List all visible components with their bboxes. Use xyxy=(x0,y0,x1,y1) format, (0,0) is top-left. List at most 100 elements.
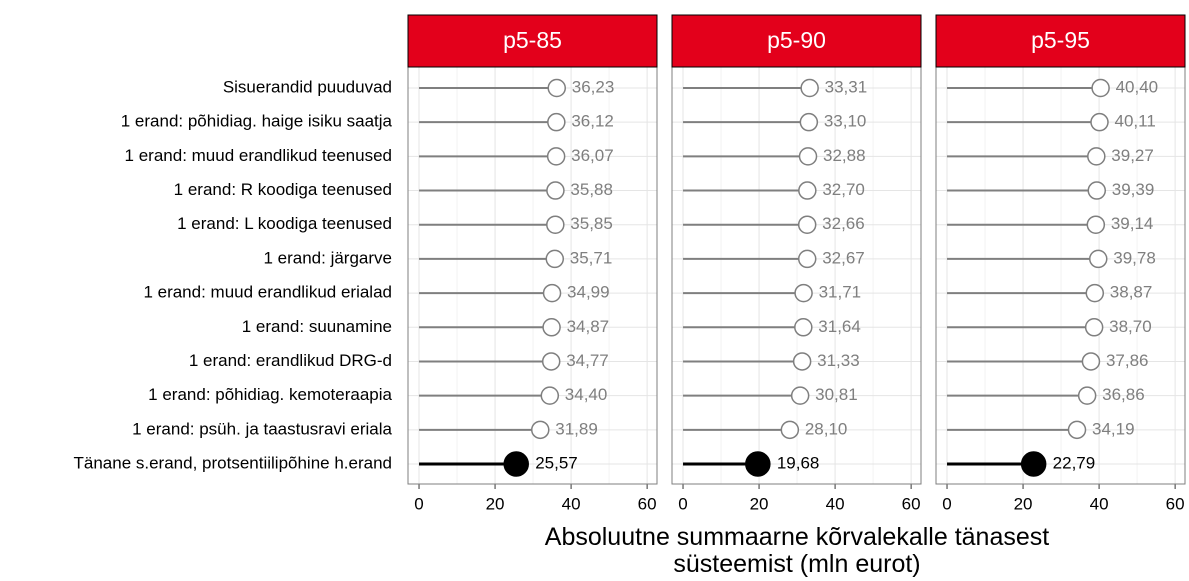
value-label: 32,88 xyxy=(823,146,866,165)
category-label: 1 erand: muud erandlikud teenused xyxy=(125,146,392,165)
lollipop-point xyxy=(1088,249,1108,269)
lollipop-point xyxy=(531,420,550,440)
category-label: 1 erand: suunamine xyxy=(242,317,392,336)
value-label: 31,64 xyxy=(818,317,861,336)
value-label: 33,31 xyxy=(825,77,868,96)
lollipop-point xyxy=(542,283,562,303)
category-label: 1 erand: põhidiag. haige isiku saatja xyxy=(121,112,393,131)
x-tick-label: 20 xyxy=(1014,494,1033,513)
value-label: 22,79 xyxy=(1053,453,1096,472)
x-tick-label: 60 xyxy=(902,494,921,513)
lollipop-point xyxy=(1081,352,1101,371)
lollipop-point xyxy=(1090,112,1109,132)
x-tick-label: 0 xyxy=(678,494,687,513)
value-label: 36,86 xyxy=(1102,385,1145,404)
lollipop-point xyxy=(745,451,771,477)
value-label: 38,70 xyxy=(1109,317,1152,336)
lollipop-point xyxy=(1091,78,1110,98)
lollipop-point xyxy=(1087,181,1107,200)
lollipop-point xyxy=(540,386,560,405)
value-label: 35,88 xyxy=(570,180,613,199)
lollipop-point xyxy=(794,318,813,337)
lollipop-point xyxy=(546,147,566,166)
lollipop-point xyxy=(1020,451,1047,477)
x-tick-label: 0 xyxy=(414,494,423,513)
value-label: 32,70 xyxy=(822,180,865,199)
value-label: 34,87 xyxy=(567,317,610,336)
category-label: 1 erand: muud erandlikud erialad xyxy=(143,283,392,302)
value-label: 33,10 xyxy=(824,112,867,131)
x-tick-label: 20 xyxy=(750,494,769,513)
x-tick-label: 0 xyxy=(942,494,951,513)
value-label: 35,71 xyxy=(570,248,613,267)
lollipop-point xyxy=(542,318,561,337)
x-tick-label: 40 xyxy=(826,494,845,513)
lollipop-point xyxy=(790,386,810,405)
category-label: 1 erand: psüh. ja taastusravi eriala xyxy=(132,419,392,438)
lollipop-point xyxy=(794,283,813,303)
lollipop-point xyxy=(545,249,565,269)
lollipop-point xyxy=(503,451,529,477)
value-label: 37,86 xyxy=(1106,351,1149,370)
lollipop-point xyxy=(1087,147,1106,166)
value-label: 38,87 xyxy=(1110,283,1153,302)
value-label: 34,40 xyxy=(565,385,608,404)
strip-title: p5-90 xyxy=(767,27,826,53)
category-label: Sisuerandid puuduvad xyxy=(223,77,392,96)
category-label: 1 erand: erandlikud DRG-d xyxy=(189,351,392,370)
lollipop-point xyxy=(780,420,800,440)
lollipop-point xyxy=(1077,386,1097,405)
value-label: 39,78 xyxy=(1113,248,1156,267)
lollipop-point xyxy=(1067,420,1087,440)
lollipop-point xyxy=(799,112,819,132)
strip xyxy=(671,14,922,68)
strip-title: p5-95 xyxy=(1031,27,1090,53)
value-label: 31,71 xyxy=(819,283,862,302)
lollipop-point xyxy=(797,215,817,234)
value-label: 31,89 xyxy=(555,419,598,438)
panel-background xyxy=(672,67,921,484)
value-label: 36,07 xyxy=(571,146,614,165)
category-label: 1 erand: R koodiga teenused xyxy=(174,180,392,199)
value-label: 40,40 xyxy=(1116,77,1159,96)
category-label: 1 erand: põhidiag. kemoteraapia xyxy=(148,385,392,404)
value-label: 30,81 xyxy=(815,385,858,404)
x-axis-title: Absoluutne summaarne kõrvalekalle tänase… xyxy=(544,523,1050,578)
value-label: 32,66 xyxy=(822,214,865,233)
lollipop-point xyxy=(798,147,818,166)
category-label: 1 erand: L koodiga teenused xyxy=(177,214,392,233)
lollipop-point xyxy=(547,78,567,98)
value-label: 34,19 xyxy=(1092,419,1135,438)
x-tick-label: 20 xyxy=(486,494,505,513)
value-label: 39,27 xyxy=(1111,146,1154,165)
x-tick-label: 60 xyxy=(1166,494,1185,513)
value-label: 36,23 xyxy=(572,77,615,96)
lollipop-point xyxy=(1084,318,1104,337)
lollipop-point xyxy=(541,352,561,371)
lollipop-point xyxy=(1085,283,1105,303)
category-label: 1 erand: järgarve xyxy=(263,248,392,267)
value-label: 32,67 xyxy=(822,248,865,267)
lollipop-point xyxy=(546,181,565,200)
strip xyxy=(407,14,658,68)
lollipop-point xyxy=(797,249,817,269)
value-label: 39,14 xyxy=(1111,214,1154,233)
lollipop-point xyxy=(546,215,565,234)
x-tick-label: 40 xyxy=(562,494,581,513)
category-label: Tänane s.erand, protsentiilipõhine h.era… xyxy=(74,453,393,472)
value-label: 35,85 xyxy=(570,214,613,233)
value-label: 39,39 xyxy=(1112,180,1155,199)
lollipop-point xyxy=(547,112,566,132)
panel-background xyxy=(408,67,657,484)
lollipop-point xyxy=(800,78,819,98)
panel-background xyxy=(936,67,1185,484)
value-label: 40,11 xyxy=(1115,112,1156,131)
strip xyxy=(935,14,1186,68)
x-tick-label: 40 xyxy=(1090,494,1109,513)
lollipop-point xyxy=(1086,215,1106,234)
value-label: 34,99 xyxy=(567,283,610,302)
value-label: 28,10 xyxy=(805,419,848,438)
lollipop-point xyxy=(798,181,817,200)
